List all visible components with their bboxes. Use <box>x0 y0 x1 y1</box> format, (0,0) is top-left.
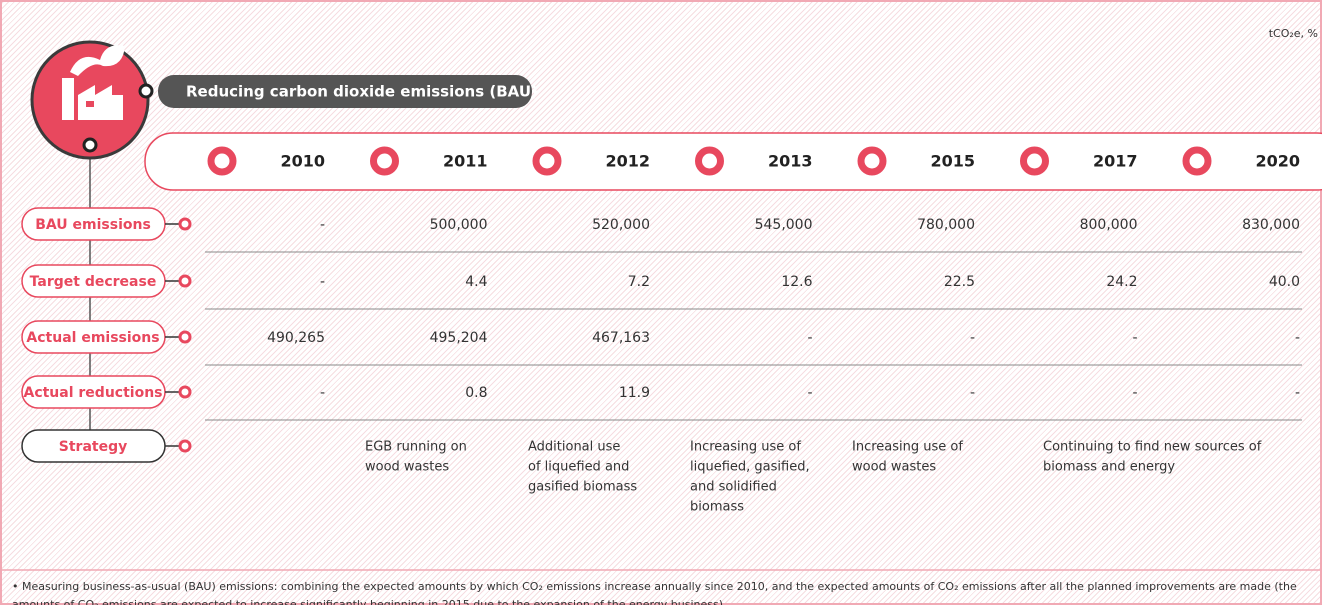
factory-icon <box>62 45 125 120</box>
cell: 830,000 <box>1242 217 1300 233</box>
strategy-text: liquefied, gasified, <box>690 460 810 475</box>
row-label: Strategy <box>59 439 127 455</box>
row-label: Target decrease <box>30 274 157 290</box>
row-dot <box>178 439 192 453</box>
strategy-text: and solidified <box>690 480 777 495</box>
unit: tCO₂e, % <box>1268 27 1318 40</box>
row-label: Actual reductions <box>23 385 162 401</box>
row-dot <box>178 330 192 344</box>
year-ring <box>370 146 399 176</box>
strategy-text: EGB running on <box>365 440 467 455</box>
cell: 495,204 <box>430 330 488 346</box>
cell: - <box>807 330 812 346</box>
strategy-text: gasified biomass <box>528 480 637 495</box>
year: 2015 <box>930 152 975 171</box>
cell: 4.4 <box>465 274 487 290</box>
year: 2017 <box>1093 152 1138 171</box>
row-dot <box>178 385 192 399</box>
year: 2012 <box>605 152 650 171</box>
cell: 7.2 <box>628 274 650 290</box>
cell: 500,000 <box>430 217 488 233</box>
cell: 12.6 <box>781 274 812 290</box>
year-ring <box>857 146 887 176</box>
cell: - <box>320 274 325 290</box>
dot <box>82 137 98 153</box>
strategy-text: of liquefied and <box>528 460 629 475</box>
year-ring <box>532 146 562 176</box>
cell: - <box>1132 385 1137 401</box>
window <box>86 101 94 107</box>
cell: - <box>320 385 325 401</box>
cell: 490,265 <box>267 330 325 346</box>
cell: - <box>807 385 812 401</box>
cell: 24.2 <box>1106 274 1137 290</box>
row-dot <box>178 217 192 231</box>
year-ring <box>1020 146 1049 176</box>
cell: 545,000 <box>755 217 813 233</box>
cell: 800,000 <box>1080 217 1138 233</box>
year-ring <box>695 146 724 176</box>
year-ring <box>207 146 237 176</box>
year-ring <box>1182 146 1212 176</box>
cell: 11.9 <box>619 385 650 401</box>
strategy-text: Increasing use of <box>690 440 801 455</box>
year: 2013 <box>768 152 813 171</box>
cell: - <box>320 217 325 233</box>
year: 2011 <box>443 152 488 171</box>
year: 2020 <box>1255 152 1300 171</box>
dot <box>138 83 154 99</box>
cell: - <box>1295 330 1300 346</box>
strategy-text: Increasing use of <box>852 440 963 455</box>
title: Reducing carbon dioxide emissions (BAU) <box>186 83 538 101</box>
strategy-text: biomass and energy <box>1043 460 1175 475</box>
year-bar <box>144 132 1322 191</box>
cell: 780,000 <box>917 217 975 233</box>
strategy-text: Additional use <box>528 440 620 455</box>
cell: - <box>1295 385 1300 401</box>
row-dot <box>178 274 192 288</box>
cell: - <box>970 330 975 346</box>
title-pill <box>158 75 532 108</box>
strategy-text: wood wastes <box>365 460 449 475</box>
cell: - <box>1132 330 1137 346</box>
strategy-text: biomass <box>690 500 744 515</box>
row-label: BAU emissions <box>35 217 151 233</box>
cell: - <box>970 385 975 401</box>
cell: 40.0 <box>1269 274 1300 290</box>
cell: 467,163 <box>592 330 650 346</box>
strategy-text: wood wastes <box>852 460 936 475</box>
year: 2010 <box>280 152 325 171</box>
cell: 520,000 <box>592 217 650 233</box>
footnote: • Measuring business-as-usual (BAU) emis… <box>12 580 1297 605</box>
strategy-text: Continuing to find new sources of <box>1043 440 1262 455</box>
cell: 22.5 <box>944 274 975 290</box>
cell: 0.8 <box>465 385 487 401</box>
row-label: Actual emissions <box>26 330 159 346</box>
